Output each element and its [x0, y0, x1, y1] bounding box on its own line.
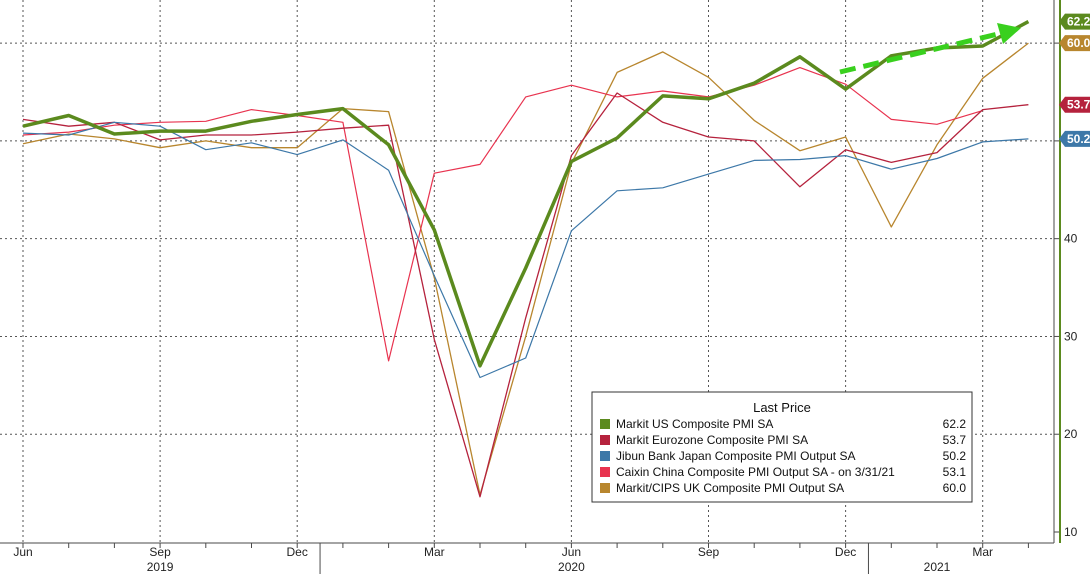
series-line-3	[22, 66, 983, 362]
legend-name-0: Markit US Composite PMI SA	[616, 417, 773, 431]
y-tick-label-30: 30	[1064, 329, 1078, 343]
badge-3	[1059, 130, 1090, 147]
legend-title: Last Price	[753, 400, 811, 415]
series-line-4	[22, 42, 1029, 496]
legend-box	[591, 391, 973, 503]
badge-label-3: 50.2	[1067, 132, 1090, 146]
x-month-label-18: Dec	[835, 545, 856, 559]
axes	[0, 0, 1061, 574]
legend-swatch-3	[600, 467, 610, 477]
trend-arrow-shaft	[839, 30, 1003, 75]
badge-0	[1059, 13, 1090, 30]
x-tick-labels: Jun Sep Dec Mar Jun Sep Dec Mar 2019 2020 2021	[13, 545, 993, 574]
trend-arrow	[839, 23, 1021, 75]
badge-label-0: 62.2	[1067, 15, 1090, 29]
badge-label-2: 53.7	[1067, 98, 1090, 112]
x-month-label-6: Dec	[287, 545, 308, 559]
series-line-0	[22, 20, 1030, 368]
y-tick-label-10: 10	[1064, 525, 1078, 539]
legend-swatch-1	[600, 435, 610, 445]
y-tick-label-40: 40	[1064, 232, 1078, 246]
x-month-label-21: Mar	[972, 545, 993, 559]
legend-value-4: 60.0	[943, 481, 967, 495]
legend-name-1: Markit Eurozone Composite PMI SA	[616, 433, 808, 447]
legend-name-4: Markit/CIPS UK Composite PMI Output SA	[616, 481, 844, 495]
legend-name-2: Jibun Bank Japan Composite PMI Output SA	[616, 449, 855, 463]
legend-value-1: 53.7	[943, 433, 967, 447]
legend-swatch-0	[600, 419, 610, 429]
legend-value-3: 53.1	[943, 465, 967, 479]
series-line-1	[22, 92, 1029, 498]
trend-arrow-head	[997, 23, 1021, 44]
legend-value-2: 50.2	[943, 449, 967, 463]
legend-swatch-2	[600, 451, 610, 461]
series-lines	[22, 20, 1030, 498]
x-month-label-9: Mar	[424, 545, 445, 559]
gridlines	[0, 0, 1054, 543]
legend-value-0: 62.2	[943, 417, 967, 431]
x-month-label-12: Jun	[562, 545, 581, 559]
x-year-label-2020: 2020	[558, 560, 585, 574]
badge-label-1: 60.0	[1067, 36, 1090, 50]
x-year-label-2021: 2021	[924, 560, 951, 574]
y-tick-label-20: 20	[1064, 427, 1078, 441]
x-year-label-2019: 2019	[147, 560, 174, 574]
badge-2	[1059, 96, 1090, 113]
legend-name-3: Caixin China Composite PMI Output SA - o…	[616, 465, 895, 479]
legend: Last Price Markit US Composite PMI SA 62.2…	[591, 391, 973, 503]
legend-swatch-4	[600, 483, 610, 493]
series-line-2	[22, 121, 1029, 379]
x-month-label-0: Jun	[13, 545, 32, 559]
badge-1	[1059, 35, 1090, 52]
x-month-label-15: Sep	[698, 545, 720, 559]
last-value-badges: 62.2 60.0 53.7 50.2	[1059, 13, 1090, 147]
x-month-label-3: Sep	[149, 545, 171, 559]
